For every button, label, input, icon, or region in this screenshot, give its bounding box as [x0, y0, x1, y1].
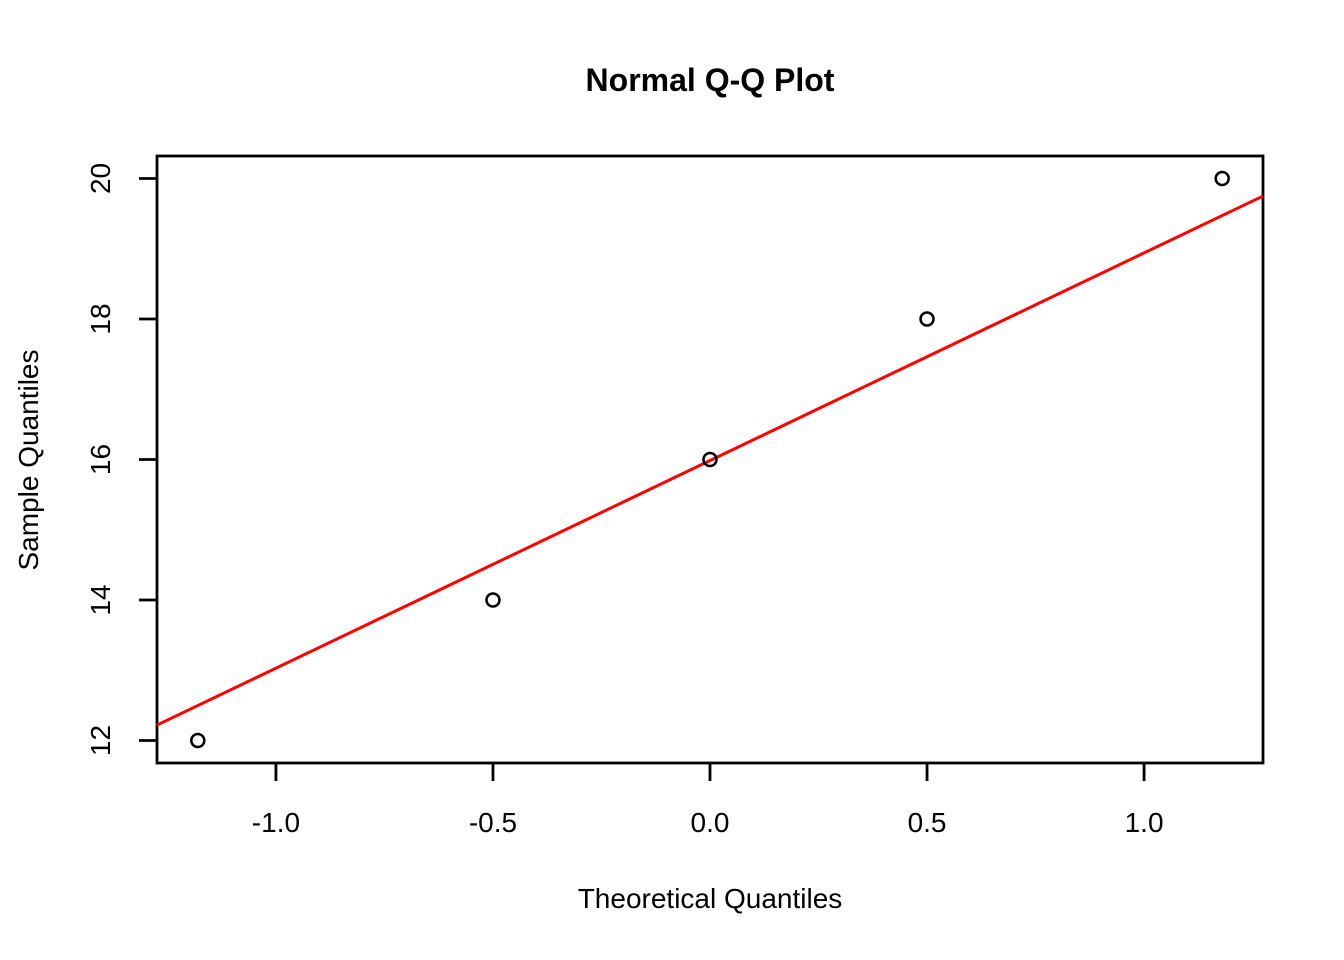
qq-fit-line-group	[156, 194, 1264, 727]
y-axis-tick-label: 18	[85, 303, 116, 334]
y-axis-tick-label: 16	[85, 444, 116, 475]
data-point	[919, 311, 935, 327]
x-axis-tick-label: -0.5	[469, 807, 517, 838]
x-axis-tick-label: 0.5	[908, 807, 947, 838]
x-axis-tick-label: 0.0	[691, 807, 730, 838]
data-point	[1214, 170, 1230, 187]
y-axis-tick-label: 20	[85, 163, 116, 194]
y-axis-tick-label: 12	[85, 725, 116, 756]
data-point	[190, 732, 206, 749]
qq-fit-line	[156, 194, 1264, 727]
chart-title: Normal Q-Q Plot	[586, 62, 835, 98]
x-axis-label: Theoretical Quantiles	[578, 883, 843, 914]
y-axis-label: Sample Quantiles	[13, 349, 44, 570]
data-point	[485, 592, 501, 608]
x-axis-tick-label: -1.0	[252, 807, 300, 838]
y-axis-tick-label: 14	[85, 584, 116, 615]
data-point	[702, 451, 718, 468]
data-points-group	[190, 170, 1230, 749]
x-axis-tick-label: 1.0	[1125, 807, 1164, 838]
plot-axes: -1.0 -0.5 0.0 0.5 1.0 12 14 16 18 20	[85, 154, 1265, 838]
